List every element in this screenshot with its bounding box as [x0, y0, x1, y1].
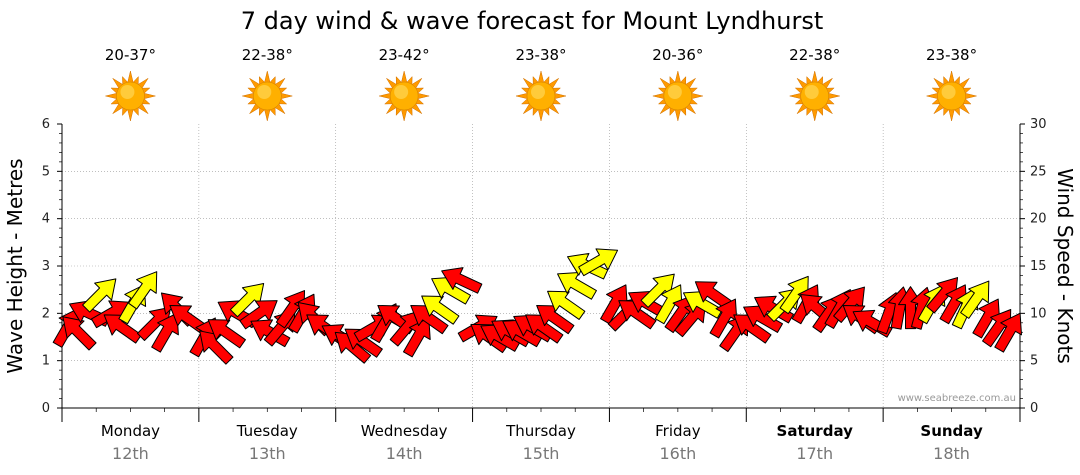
day-date-label: 12th: [112, 444, 149, 463]
wind-arrow: [674, 300, 707, 338]
sun-highlight: [394, 85, 409, 99]
wind-arrow: [618, 300, 657, 330]
wind-arrow: [640, 273, 675, 308]
right-axis-title: Wind Speed - Knots: [1053, 168, 1077, 364]
wind-arrow: [344, 328, 383, 358]
day-name-label: Monday: [101, 422, 160, 440]
day-date-label: 17th: [796, 444, 833, 463]
day-name-label: Thursday: [505, 422, 576, 440]
wind-arrow: [431, 276, 472, 305]
sun-highlight: [531, 85, 545, 99]
wind-arrow: [82, 278, 117, 313]
wind-arrow: [654, 284, 683, 325]
wind-arrow: [960, 280, 990, 319]
day-date-label: 14th: [386, 444, 423, 463]
wind-arrow: [410, 304, 449, 335]
wind-arrow: [694, 281, 734, 311]
right-tick-label: 20: [1030, 212, 1047, 227]
sun-icon: [105, 70, 156, 122]
wind-arrow: [421, 295, 460, 325]
wind-arrow: [779, 275, 809, 315]
sun-icon: [379, 70, 430, 122]
left-tick-label: 2: [42, 306, 50, 321]
left-tick-label: 0: [42, 401, 50, 416]
temperature-range: 22-38°: [242, 46, 293, 64]
day-name-label: Sunday: [920, 422, 983, 440]
wind-arrow: [229, 283, 265, 318]
sun-icon: [652, 70, 703, 122]
wind-arrow: [733, 314, 772, 344]
wind-arrow: [62, 316, 97, 351]
wind-arrow: [239, 300, 278, 330]
day-date-label: 15th: [523, 444, 560, 463]
day-name-label: Saturday: [777, 422, 854, 440]
day-date-label: 13th: [249, 444, 286, 463]
wind-arrow: [743, 305, 784, 333]
sun-highlight: [941, 85, 956, 99]
day-date-label: 18th: [933, 444, 970, 463]
sun-highlight: [667, 85, 682, 99]
temperature-range: 20-37°: [105, 46, 156, 64]
right-tick-label: 10: [1030, 306, 1047, 321]
wind-arrow: [441, 267, 483, 294]
wind-arrow: [709, 298, 738, 339]
temperature-range: 23-38°: [926, 46, 977, 64]
right-tick-label: 25: [1030, 164, 1047, 179]
plot-area: [62, 124, 1020, 408]
left-tick-label: 4: [42, 212, 50, 227]
wind-arrow: [207, 319, 246, 349]
wind-arrow: [557, 272, 597, 300]
right-tick-label: 30: [1030, 117, 1047, 132]
left-tick-label: 5: [42, 164, 50, 179]
sun-icon: [926, 70, 977, 122]
watermark: www.seabreeze.com.au: [898, 393, 1016, 404]
chart-title: 7 day wind & wave forecast for Mount Lyn…: [241, 7, 824, 35]
right-tick-label: 15: [1030, 259, 1047, 274]
sun-icon: [789, 70, 840, 122]
sun-highlight: [804, 85, 819, 99]
day-date-label: 16th: [659, 444, 696, 463]
day-name-label: Friday: [655, 422, 701, 440]
wind-arrow: [833, 286, 865, 323]
right-tick-label: 5: [1030, 354, 1038, 369]
temperature-range: 23-42°: [379, 46, 430, 64]
day-name-label: Tuesday: [236, 422, 298, 440]
wind-arrow: [972, 298, 1001, 339]
sun-highlight: [120, 85, 135, 99]
wind-arrow: [536, 304, 575, 335]
wind-arrow: [525, 314, 564, 344]
wind-arrow: [926, 277, 959, 314]
wind-arrow: [994, 312, 1022, 353]
wind-arrow: [578, 248, 619, 277]
left-axis-title: Wave Height - Metres: [3, 158, 27, 373]
day-name-label: Wednesday: [361, 422, 448, 440]
sun-icon: [242, 70, 293, 122]
sun-highlight: [257, 85, 272, 99]
temperature-range: 23-38°: [515, 46, 566, 64]
left-tick-label: 1: [42, 354, 50, 369]
wind-arrow: [199, 330, 234, 365]
right-tick-label: 0: [1030, 401, 1038, 416]
left-tick-label: 3: [42, 259, 50, 274]
wind-arrow: [547, 290, 586, 320]
left-tick-label: 6: [42, 117, 50, 132]
sun-icon: [515, 70, 567, 122]
temperature-range: 20-36°: [652, 46, 703, 64]
wind-arrow: [402, 317, 431, 358]
wind-arrow: [128, 271, 158, 310]
temperature-range: 22-38°: [789, 46, 840, 64]
